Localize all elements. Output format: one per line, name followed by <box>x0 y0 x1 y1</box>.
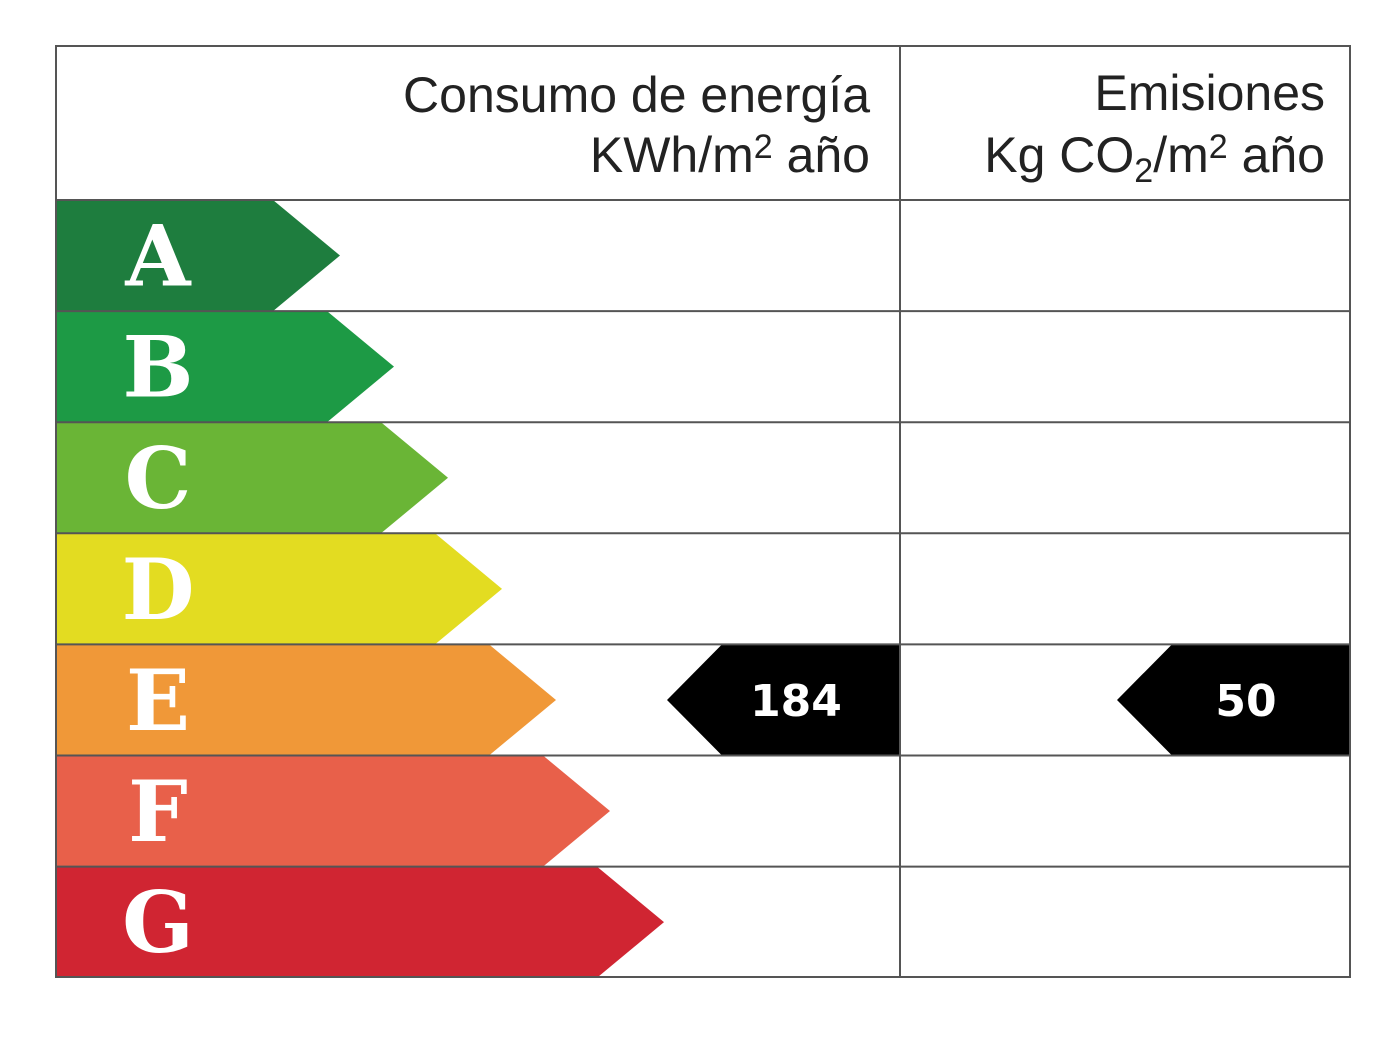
energy-value: 184 <box>750 676 842 727</box>
class-letter-b: B <box>123 318 194 417</box>
class-arrow-e <box>56 644 556 756</box>
class-arrow-a <box>56 200 340 312</box>
class-letter-g: G <box>122 873 194 972</box>
emission-header-unit: Kg CO2/m2 año <box>984 127 1325 190</box>
class-arrow-g <box>56 866 664 978</box>
class-letter-f: F <box>128 762 188 861</box>
energy-header-title: Consumo de energía <box>403 67 870 123</box>
emission-header-title: Emisiones <box>1094 65 1325 121</box>
class-arrow-b <box>56 311 394 423</box>
emission-value: 50 <box>1215 676 1276 727</box>
class-letter-a: A <box>124 207 192 306</box>
class-arrow-c <box>56 422 448 534</box>
table-border <box>55 45 1351 978</box>
class-letter-d: D <box>122 540 195 639</box>
class-arrow-d <box>56 533 502 645</box>
class-letter-e: E <box>126 651 190 750</box>
class-letter-c: C <box>125 429 192 528</box>
emission-marker <box>1117 644 1350 756</box>
energy-header-unit: KWh/m2 año <box>590 127 870 183</box>
class-arrow-f <box>56 755 610 867</box>
energy-marker <box>667 644 900 756</box>
